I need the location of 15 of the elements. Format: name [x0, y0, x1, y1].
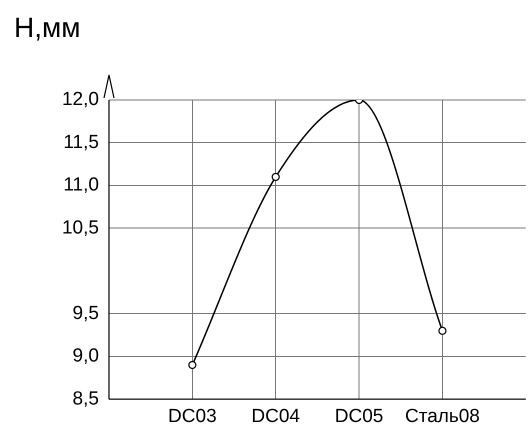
y-axis-title: H,мм — [14, 12, 80, 43]
x-tick-label: DC03 — [168, 406, 217, 427]
x-tick-label: DC05 — [334, 406, 384, 427]
point — [438, 326, 447, 335]
x-tick-label: DC04 — [251, 406, 300, 427]
point — [188, 360, 196, 370]
y-tick-label: 10,5 — [62, 217, 99, 238]
y-tick-label: 12,0 — [62, 89, 99, 110]
y-tick-label: 11,5 — [63, 132, 99, 153]
y-tick-label: 8,5 — [72, 388, 99, 410]
point — [272, 172, 280, 182]
y-tick-label: 11,0 — [63, 174, 99, 196]
x-tick-label: Сталь08 — [404, 406, 480, 427]
y-tick-label: 9,5 — [72, 302, 99, 324]
y-tick-label: 9,0 — [72, 346, 99, 367]
